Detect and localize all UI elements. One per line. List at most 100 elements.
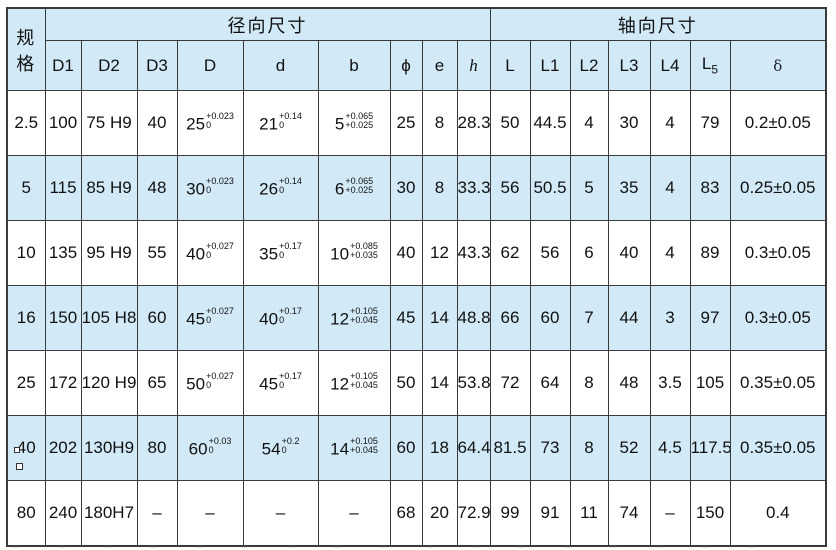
value-cell: 85 H9 [80, 155, 138, 221]
value-cell: 5 [569, 155, 609, 221]
tolerance-stack: +0.17 0 [279, 370, 302, 391]
value-cell: 44.5 [529, 90, 571, 156]
value-cell: 115 [44, 155, 82, 221]
value-cell: 7 [569, 285, 609, 351]
value-cell: 43.3 [456, 220, 491, 286]
tolerance-stack: +0.023 0 [206, 175, 234, 196]
value-cell: 28.3 [456, 90, 491, 156]
value-cell: 72 [489, 350, 531, 416]
value-cell: 25 +0.023 0 [176, 90, 244, 156]
column-header: L2 [569, 40, 609, 91]
tolerance-stack: +0.17 0 [279, 240, 302, 261]
value-cell: 74 [607, 480, 651, 546]
value-cell: 35 [607, 155, 651, 221]
value-cell: 97 [689, 285, 731, 351]
value-cell: 25 [389, 90, 423, 156]
value-cell: 62 [489, 220, 531, 286]
table-row: 40 202 130H9 80 60 +0.03 0 54 +0.2 0 14 +0.105 +0.04… [6, 415, 827, 481]
value-cell: 100 [44, 90, 82, 156]
table-row: 5 115 85 H9 48 30 +0.023 0 26 +0.14 0 6 +0.065 +0.02… [6, 155, 827, 221]
column-header: L4 [649, 40, 691, 91]
column-header: h [456, 40, 491, 91]
tolerance-stack: +0.105 +0.045 [350, 305, 378, 326]
value-cell: 35 +0.17 0 [242, 220, 319, 286]
value-cell: – [136, 480, 178, 546]
group-header-radial: 径向尺寸 [44, 7, 491, 41]
group-header-axial: 轴向尺寸 [489, 7, 827, 41]
value-cell: 8 [421, 155, 458, 221]
column-header: δ [729, 40, 827, 91]
value-cell: 30 [389, 155, 423, 221]
value-cell: 44 [607, 285, 651, 351]
tolerance-stack: +0.023 0 [206, 110, 234, 131]
value-cell: 55 [136, 220, 178, 286]
value-cell: 8 [569, 415, 609, 481]
value-cell: 66 [489, 285, 531, 351]
column-header: D3 [136, 40, 178, 91]
value-cell: 6 +0.065 +0.025 [317, 155, 391, 221]
value-cell: 45 [389, 285, 423, 351]
value-cell: 45 +0.027 0 [176, 285, 244, 351]
value-cell: 120 H9 [80, 350, 138, 416]
value-cell: 68 [389, 480, 423, 546]
value-cell: 48.8 [456, 285, 491, 351]
column-header: D2 [80, 40, 138, 91]
tolerance-stack: +0.027 0 [206, 305, 234, 326]
value-cell: 8 [569, 350, 609, 416]
tolerance-stack: +0.027 0 [206, 240, 234, 261]
table-row: 80 240 180H7– – – –68 20 72.9 99 91 11 74–150 0.4 [6, 480, 827, 546]
value-cell: 6 [569, 220, 609, 286]
column-header: L3 [607, 40, 651, 91]
table-row: 10 135 95 H9 55 40 +0.027 0 35 +0.17 0 10 +0.085 +0.… [6, 220, 827, 286]
spec-cell: 40 [6, 415, 46, 481]
value-cell: 4 [649, 220, 691, 286]
tolerance-stack: +0.065 +0.025 [345, 175, 374, 196]
value-cell: 75 H9 [80, 90, 138, 156]
value-cell: 14 +0.105 +0.045 [317, 415, 391, 481]
value-cell: 81.5 [489, 415, 531, 481]
tolerance-stack: +0.105 +0.045 [350, 370, 378, 391]
value-cell: 117.5 [689, 415, 731, 481]
value-cell: 0.25±0.05 [729, 155, 827, 221]
value-cell: 0.2±0.05 [729, 90, 827, 156]
spec-corner-header: 规格 [6, 7, 46, 91]
spec-cell: 25 [6, 350, 46, 416]
value-cell: – [176, 480, 244, 546]
value-cell: 172 [44, 350, 82, 416]
value-cell: 52 [607, 415, 651, 481]
value-cell: 73 [529, 415, 571, 481]
value-cell: 40 [607, 220, 651, 286]
column-header: D1 [44, 40, 82, 91]
value-cell: 83 [689, 155, 731, 221]
value-cell: 91 [529, 480, 571, 546]
value-cell: 33.3 [456, 155, 491, 221]
value-cell: 56 [529, 220, 571, 286]
value-cell: 14 [421, 285, 458, 351]
tolerance-stack: +0.085 +0.035 [350, 240, 378, 261]
column-header: b [317, 40, 391, 91]
value-cell: 56 [489, 155, 531, 221]
value-cell: 26 +0.14 0 [242, 155, 319, 221]
value-cell: 65 [136, 350, 178, 416]
value-cell: 3.5 [649, 350, 691, 416]
value-cell: 4.5 [649, 415, 691, 481]
value-cell: 130H9 [80, 415, 138, 481]
value-cell: 0.4 [729, 480, 827, 546]
value-cell: 50.5 [529, 155, 571, 221]
value-cell: 64.4 [456, 415, 491, 481]
value-cell: 18 [421, 415, 458, 481]
value-cell: 4 [569, 90, 609, 156]
value-cell: 64 [529, 350, 571, 416]
value-cell: 202 [44, 415, 82, 481]
table-row: 16 150 105 H8 60 45 +0.027 0 40 +0.17 0 12 +0.105 +0… [6, 285, 827, 351]
column-header: L1 [529, 40, 571, 91]
value-cell: 21 +0.14 0 [242, 90, 319, 156]
value-cell: 3 [649, 285, 691, 351]
spec-cell: 10 [6, 220, 46, 286]
value-cell: 40 [389, 220, 423, 286]
value-cell: 30 [607, 90, 651, 156]
tolerance-stack: +0.17 0 [279, 305, 302, 326]
value-cell: 12 +0.105 +0.045 [317, 350, 391, 416]
column-header: L5 [689, 40, 731, 91]
